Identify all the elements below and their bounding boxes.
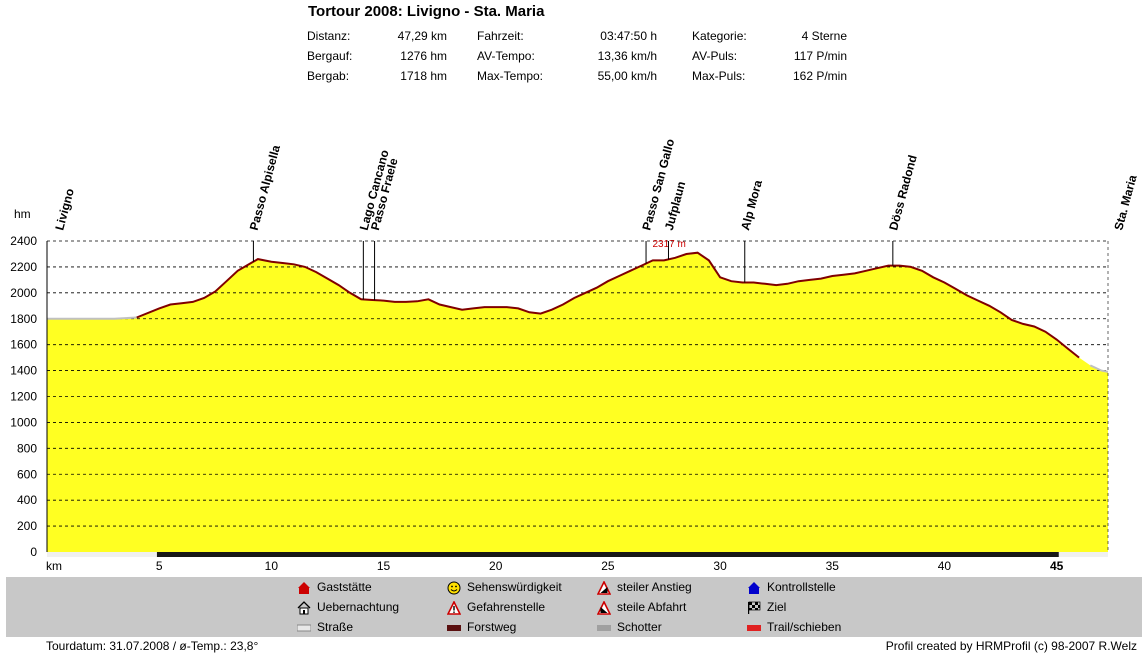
legend-label-finish: Ziel [767,600,787,614]
lodging-icon [297,601,311,615]
stat-label-category: Kategorie: [692,29,747,43]
y-tick-label: 1000 [10,415,37,429]
footer-tour-date: Tourdatum: 31.07.2008 / ø-Temp.: 23,8° [46,639,259,653]
profile-line-segment-2 [1089,364,1109,373]
profile-line-segment-1 [136,251,1080,359]
legend-label-lodging: Uebernachtung [317,600,400,614]
x-tick-label: 5 [156,559,163,573]
y-tick-label: 0 [30,545,37,559]
y-tick-label: 1400 [10,364,37,378]
legend-label-steep-climb: steiler Anstieg [617,580,692,594]
road-swatch [297,624,311,632]
checkpoint-icon [748,582,760,594]
stat-value-descent: 1718 hm [400,69,447,83]
surface-bar-1 [156,552,1059,557]
legend-label-danger: Gefahrenstelle [467,600,546,614]
surface-bar-2 [1058,552,1108,557]
stat-value-avg-pulse: 117 P/min [793,49,847,63]
stat-label-ride-time: Fahrzeit: [477,29,524,43]
x-tick-label: 45 [1050,559,1064,573]
smiley-icon [447,581,461,595]
y-tick-label: 1800 [10,312,37,326]
steep-descent-icon [597,601,611,615]
y-tick-label: 2200 [10,260,37,274]
stat-value-category: 4 Sterne [801,29,847,43]
stat-label-max-pulse: Max-Puls: [692,69,746,83]
x-axis-unit-label: km [46,559,62,573]
restaurant-icon [298,582,310,594]
steep-climb-icon [597,581,611,595]
footer-credits: Profil created by HRMProfil (c) 98-2007 … [885,639,1137,653]
legend-panel: Gaststätte Uebernachtung Straße Sehenswü… [6,577,1142,637]
legend-label-restaurant: Gaststätte [317,580,372,594]
elevation-area [47,252,1108,552]
stat-value-distance: 47,29 km [397,29,447,43]
waypoint-label: Passo Alpisella [247,143,283,232]
trail-swatch [747,625,761,631]
y-tick-label: 400 [17,493,37,507]
stat-value-max-pulse: 162 P/min [792,69,847,83]
x-tick-label: 25 [601,559,615,573]
y-tick-label: 600 [17,467,37,481]
surface-bar-0 [47,552,157,557]
legend-label-forest-road: Forstweg [467,620,517,634]
x-tick-label: 20 [489,559,503,573]
legend-label-road: Straße [317,620,354,634]
y-tick-label: 800 [17,441,37,455]
waypoint-label: Sta. Maria [1111,173,1139,232]
waypoint-label: Döss Radond [886,153,920,231]
waypoint-label: Jufplaun [662,180,688,232]
x-tick-label: 40 [938,559,952,573]
stat-value-avg-speed: 13,36 km/h [597,49,657,63]
x-tick-label: 10 [265,559,279,573]
stat-label-distance: Distanz: [307,29,351,43]
finish-flag-icon [748,601,761,614]
legend-label-sight: Sehenswürdigkeit [467,580,562,594]
profile-line-segment-0 [47,316,137,320]
gravel-swatch [597,625,611,631]
legend-label-checkpoint: Kontrollstelle [767,580,836,594]
y-tick-label: 2400 [10,234,37,248]
legend-label-steep-descent: steile Abfahrt [617,600,687,614]
max-elevation-label: 2317 m [653,239,686,250]
stat-label-max-speed: Max-Tempo: [477,69,544,83]
legend-label-gravel: Schotter [617,620,662,634]
stat-label-avg-pulse: AV-Puls: [692,49,738,63]
stat-value-ride-time: 03:47:50 h [600,29,657,43]
stat-label-avg-speed: AV-Tempo: [477,49,535,63]
legend-label-trail: Trail/schieben [767,620,842,634]
danger-icon [447,601,461,615]
y-tick-label: 2000 [10,286,37,300]
x-tick-label: 35 [826,559,840,573]
forest-road-swatch [447,625,461,631]
chart-title: Tortour 2008: Livigno - Sta. Maria [308,3,545,20]
stat-label-ascent: Bergauf: [307,49,353,63]
waypoint-label: Livigno [52,187,77,232]
waypoint-label: Alp Mora [738,178,765,232]
stat-value-max-speed: 55,00 km/h [597,69,657,83]
stat-value-ascent: 1276 hm [400,49,447,63]
y-tick-label: 200 [17,519,37,533]
y-tick-label: 1200 [10,390,37,404]
stat-label-descent: Bergab: [307,69,350,83]
y-axis-unit-label: hm [14,207,31,221]
x-tick-label: 15 [377,559,391,573]
y-tick-label: 1600 [10,338,37,352]
x-tick-label: 30 [713,559,727,573]
